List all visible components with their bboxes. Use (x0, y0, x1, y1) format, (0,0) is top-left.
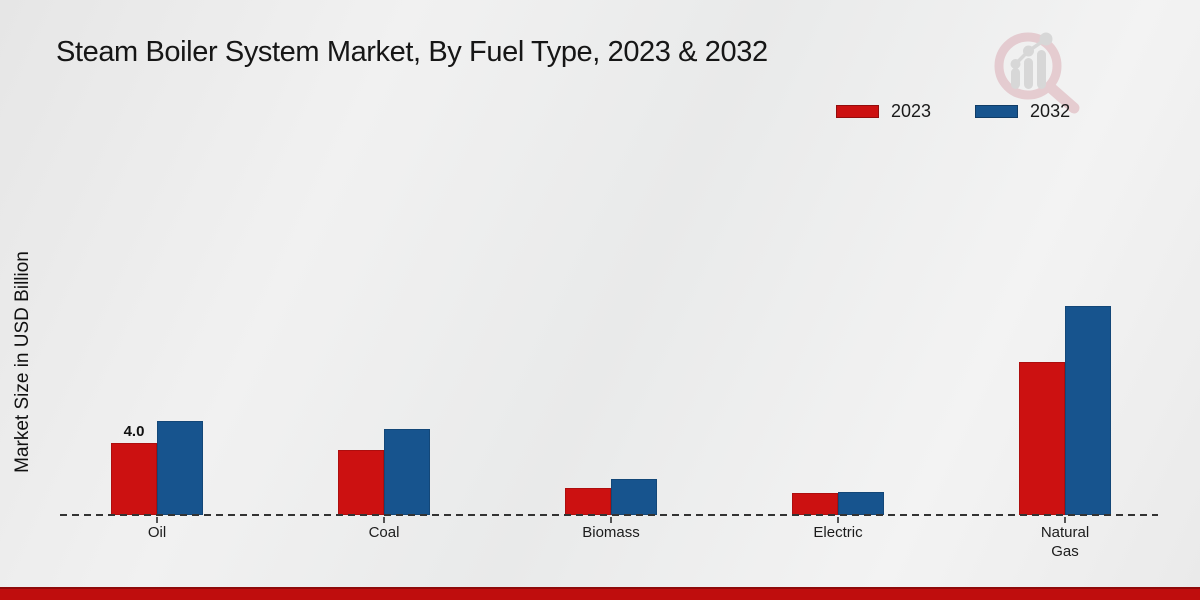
legend-label: 2032 (1030, 101, 1071, 121)
bar-2023-electric (792, 493, 838, 515)
x-axis-category-label-natural-gas: Natural Gas (1040, 524, 1090, 560)
legend-swatch-2032 (975, 105, 1019, 118)
x-axis-tick-natural-gas (1064, 517, 1066, 523)
legend-item-2023: 2023 (836, 101, 931, 122)
x-axis-baseline (60, 514, 1158, 516)
magnifier-bar-chart-logo-icon (994, 32, 1080, 114)
chart-title: Steam Boiler System Market, By Fuel Type… (56, 36, 768, 68)
x-axis-tick-oil (156, 517, 158, 523)
x-axis-tick-biomass (610, 517, 612, 523)
bar-2023-coal (338, 450, 384, 515)
bar-2032-coal (384, 429, 430, 515)
x-axis-category-label-coal: Coal (368, 524, 400, 541)
x-axis-tick-electric (837, 517, 839, 523)
bar-2023-biomass (565, 488, 611, 515)
x-axis-category-label-oil: Oil (147, 524, 167, 541)
bar-2023-oil (111, 443, 157, 515)
bar-2032-biomass (611, 479, 657, 515)
bar-2032-natural-gas (1065, 306, 1111, 515)
bar-value-label: 4.0 (123, 423, 145, 440)
bar-2032-oil (157, 421, 203, 515)
bar-2032-electric (838, 492, 884, 515)
legend-swatch-2023 (836, 105, 879, 118)
legend-item-2032: 2032 (975, 101, 1070, 122)
x-axis-category-label-biomass: Biomass (582, 524, 640, 541)
footer-accent-bar (0, 587, 1200, 600)
bar-2023-natural-gas (1019, 362, 1065, 515)
x-axis-tick-coal (383, 517, 385, 523)
x-axis-category-label-electric: Electric (813, 524, 863, 541)
legend: 2023 2032 (836, 101, 1070, 122)
legend-label: 2023 (891, 101, 932, 121)
